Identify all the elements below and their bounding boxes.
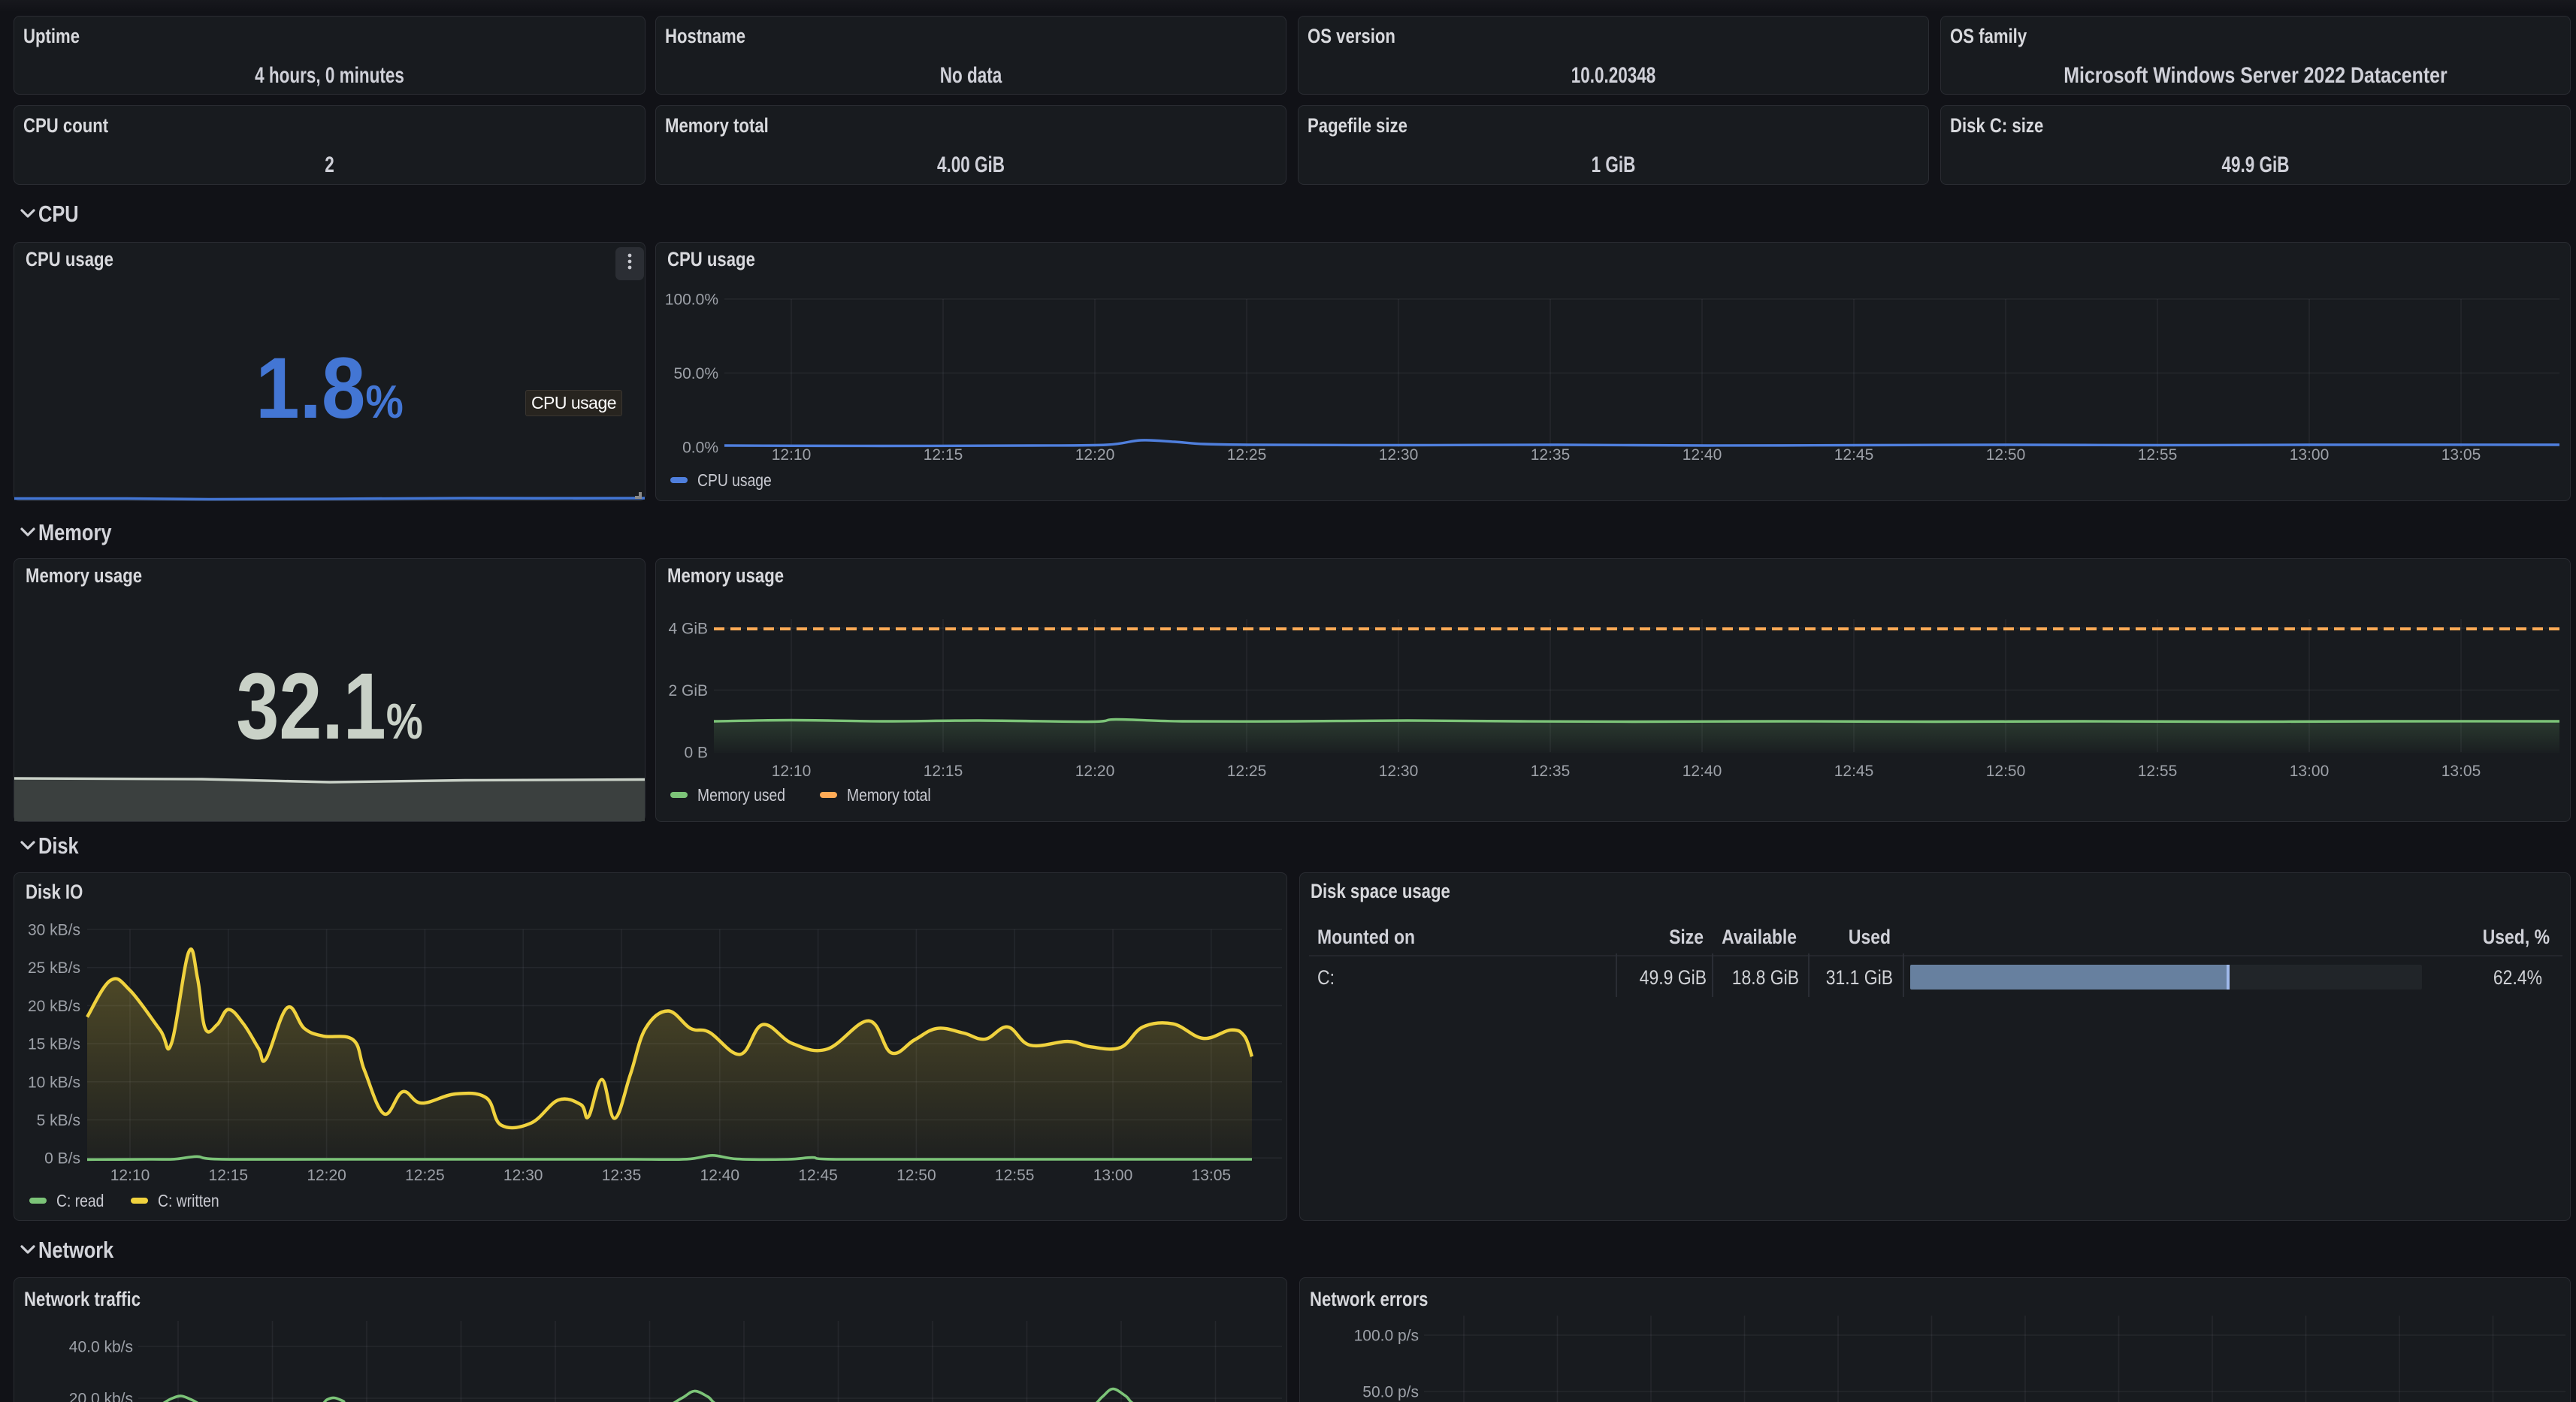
svg-text:12:55: 12:55 [2138,763,2178,780]
svg-text:20.0 kb/s: 20.0 kb/s [69,1391,133,1402]
svg-text:12:30: 12:30 [1379,446,1419,464]
svg-text:12:15: 12:15 [209,1167,249,1184]
svg-text:4 GiB: 4 GiB [668,621,708,638]
svg-text:50.0%: 50.0% [673,365,718,382]
svg-text:13:00: 13:00 [2290,446,2330,464]
svg-text:12:25: 12:25 [1227,446,1267,464]
svg-text:12:35: 12:35 [1531,763,1571,780]
svg-text:30 kB/s: 30 kB/s [28,922,80,939]
svg-text:13:00: 13:00 [2290,763,2330,780]
svg-text:12:50: 12:50 [1986,446,2026,464]
svg-text:12:25: 12:25 [1227,763,1267,780]
svg-text:13:00: 13:00 [1093,1167,1133,1184]
svg-text:5 kB/s: 5 kB/s [37,1112,80,1129]
svg-text:12:50: 12:50 [1986,763,2026,780]
svg-text:12:10: 12:10 [772,446,812,464]
svg-text:13:05: 13:05 [1192,1167,1232,1184]
svg-text:12:20: 12:20 [1075,446,1115,464]
svg-text:12:40: 12:40 [1683,763,1722,780]
svg-text:100.0 p/s: 100.0 p/s [1354,1328,1419,1345]
svg-text:13:05: 13:05 [2441,763,2481,780]
svg-text:12:10: 12:10 [110,1167,150,1184]
svg-text:12:30: 12:30 [503,1167,543,1184]
svg-text:12:20: 12:20 [307,1167,346,1184]
svg-text:12:35: 12:35 [602,1167,642,1184]
svg-text:25 kB/s: 25 kB/s [28,959,80,977]
svg-text:12:55: 12:55 [995,1167,1035,1184]
svg-text:12:25: 12:25 [405,1167,445,1184]
svg-text:12:50: 12:50 [896,1167,936,1184]
svg-text:13:05: 13:05 [2441,446,2481,464]
svg-text:12:45: 12:45 [798,1167,838,1184]
svg-text:20 kB/s: 20 kB/s [28,998,80,1015]
svg-text:12:15: 12:15 [924,763,963,780]
svg-text:0 B/s: 0 B/s [44,1150,80,1168]
svg-text:12:20: 12:20 [1075,763,1115,780]
svg-text:12:35: 12:35 [1531,446,1571,464]
svg-text:0.0%: 0.0% [682,440,718,457]
svg-text:12:30: 12:30 [1379,763,1419,780]
svg-text:15 kB/s: 15 kB/s [28,1036,80,1053]
svg-text:12:10: 12:10 [772,763,812,780]
svg-text:12:15: 12:15 [924,446,963,464]
svg-text:12:45: 12:45 [1834,446,1874,464]
svg-text:40.0 kb/s: 40.0 kb/s [69,1339,133,1356]
svg-text:12:40: 12:40 [1683,446,1722,464]
svg-text:10 kB/s: 10 kB/s [28,1074,80,1091]
svg-text:12:40: 12:40 [700,1167,740,1184]
svg-text:100.0%: 100.0% [665,292,718,309]
svg-text:2 GiB: 2 GiB [668,682,708,699]
svg-text:12:55: 12:55 [2138,446,2178,464]
svg-text:12:45: 12:45 [1834,763,1874,780]
svg-text:50.0 p/s: 50.0 p/s [1362,1384,1419,1401]
svg-text:0 B: 0 B [684,745,708,762]
